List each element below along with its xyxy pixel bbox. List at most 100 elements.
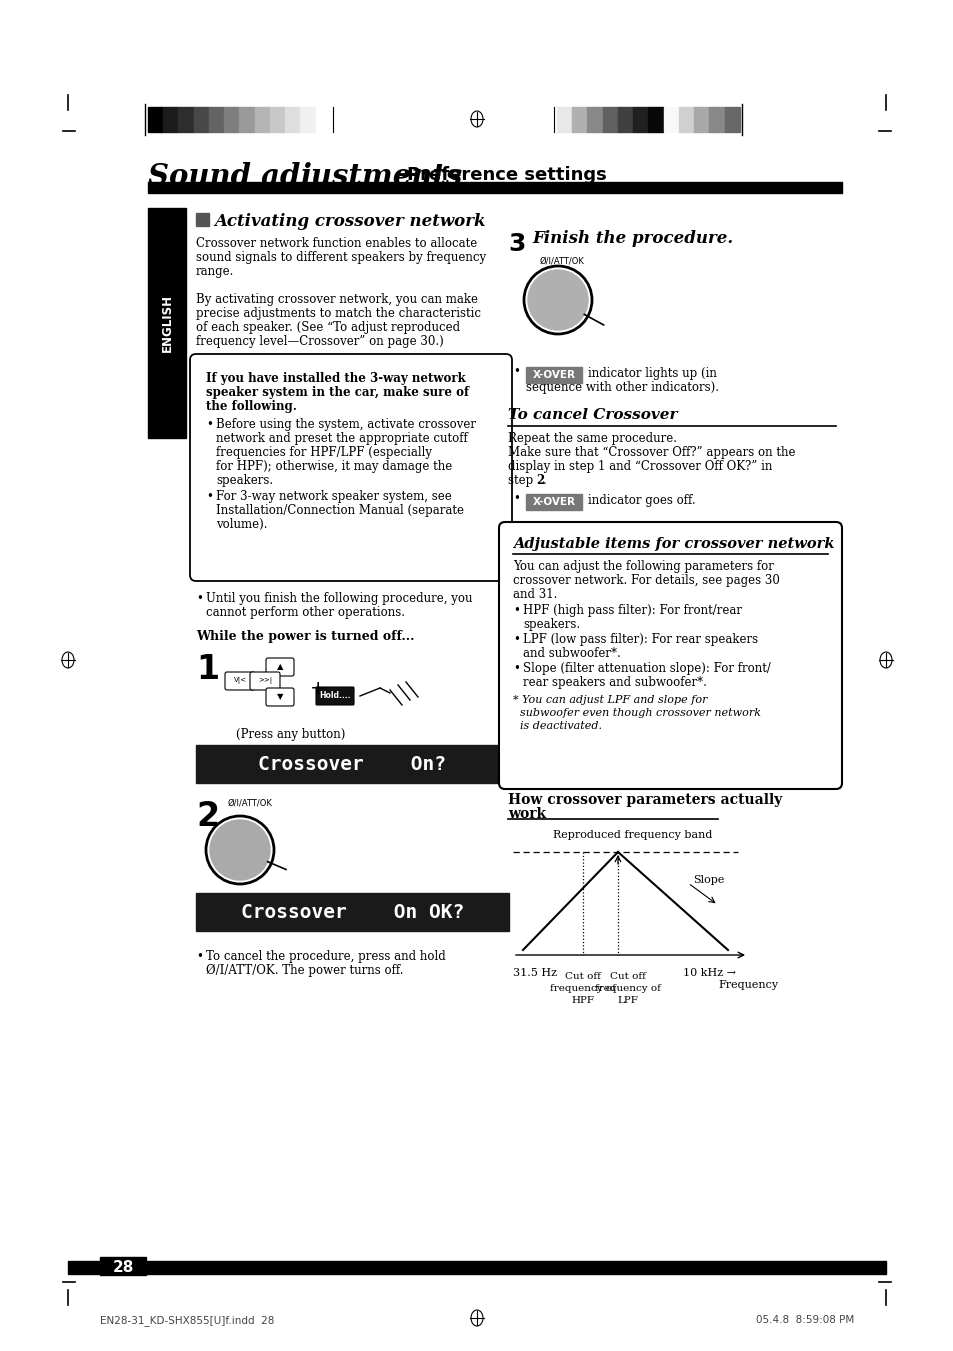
Text: Slope (filter attenuation slope): For front/: Slope (filter attenuation slope): For fr… [522,662,770,676]
Text: You can adjust the following parameters for: You can adjust the following parameters … [513,561,773,573]
Text: the following.: the following. [206,400,296,413]
Point [501,417,513,434]
FancyBboxPatch shape [250,671,280,690]
Bar [663,107,679,132]
Text: range.: range. [195,265,234,278]
FancyBboxPatch shape [498,521,841,789]
Circle shape [527,270,587,330]
Text: Ø/I/ATT/OK: Ø/I/ATT/OK [228,798,273,807]
Text: frequency level—Crossover” on page 30.): frequency level—Crossover” on page 30.) [195,335,443,349]
Text: and 31.: and 31. [513,588,557,601]
Text: X-OVER: X-OVER [532,370,575,380]
Text: indicator lights up (in: indicator lights up (in [587,367,716,380]
FancyBboxPatch shape [266,658,294,676]
Text: volume).: volume). [215,517,267,531]
Bar [709,107,724,132]
Text: 3: 3 [507,232,525,255]
Bar [148,208,186,438]
Text: •: • [513,492,519,505]
Text: Preference settings: Preference settings [407,166,606,184]
Bar [178,107,193,132]
Point [501,811,513,827]
Text: sound signals to different speakers by frequency: sound signals to different speakers by f… [195,251,486,263]
Text: •: • [206,417,213,431]
Text: work: work [507,807,545,821]
Text: •: • [206,490,213,503]
Bar [224,107,239,132]
Text: Cut off: Cut off [564,971,600,981]
Text: * You can adjust LPF and slope for: * You can adjust LPF and slope for [513,694,707,705]
Text: Repeat the same procedure.: Repeat the same procedure. [507,432,677,444]
Text: speakers.: speakers. [215,474,273,486]
Bar [557,107,572,132]
Text: Crossover network function enables to allocate: Crossover network function enables to al… [195,236,476,250]
Bar [195,744,509,784]
Bar [148,107,163,132]
Text: 05.4.8  8:59:08 PM: 05.4.8 8:59:08 PM [755,1315,853,1325]
Point [821,546,833,562]
Text: V|<: V|< [233,677,246,685]
Text: By activating crossover network, you can make: By activating crossover network, you can… [195,293,477,305]
Text: •: • [513,604,519,617]
Bar [525,367,581,382]
Text: Finish the procedure.: Finish the procedure. [532,230,732,247]
Text: •: • [195,950,203,963]
Text: Cut off: Cut off [609,971,645,981]
Text: Ø/I/ATT/OK. The power turns off.: Ø/I/ATT/OK. The power turns off. [206,965,403,977]
Bar [315,107,331,132]
Bar [694,107,709,132]
Text: +: + [310,678,326,697]
Bar [148,182,841,193]
Text: EN28-31_KD-SHX855[U]f.indd  28: EN28-31_KD-SHX855[U]f.indd 28 [100,1315,274,1325]
Text: (Press any button): (Press any button) [235,728,345,740]
Text: •: • [513,662,519,676]
Text: for HPF); otherwise, it may damage the: for HPF); otherwise, it may damage the [215,459,452,473]
Text: Installation/Connection Manual (separate: Installation/Connection Manual (separate [215,504,463,517]
Bar [724,107,740,132]
Bar [270,107,285,132]
Bar [163,107,178,132]
Bar [300,107,315,132]
Text: Crossover    On OK?: Crossover On OK? [240,902,464,921]
Text: Make sure that “Crossover Off?” appears on the: Make sure that “Crossover Off?” appears … [507,446,795,459]
Bar [239,107,254,132]
Bar [193,107,209,132]
Bar [648,107,663,132]
Bar [587,107,602,132]
Point [829,417,841,434]
Bar [285,107,300,132]
Text: Before using the system, activate crossover: Before using the system, activate crosso… [215,417,476,431]
FancyBboxPatch shape [190,354,512,581]
Text: speakers.: speakers. [522,617,579,631]
Text: speaker system in the car, make sure of: speaker system in the car, make sure of [206,386,469,399]
Text: LPF: LPF [617,996,638,1005]
Text: display in step 1 and “Crossover Off OK?” in: display in step 1 and “Crossover Off OK?… [507,459,772,473]
Text: If you have installed the 3-way network: If you have installed the 3-way network [206,372,465,385]
Text: .: . [542,474,546,486]
Bar [618,107,633,132]
Text: X-OVER: X-OVER [532,497,575,507]
Text: frequency of: frequency of [550,984,616,993]
Text: For 3-way network speaker system, see: For 3-way network speaker system, see [215,490,452,503]
Text: Hold....: Hold.... [319,692,351,701]
Text: Adjustable items for crossover network: Adjustable items for crossover network [513,536,834,551]
Bar [195,213,209,226]
Point [712,811,723,827]
Text: LPF (low pass filter): For rear speakers: LPF (low pass filter): For rear speakers [522,634,758,646]
Text: network and preset the appropriate cutoff: network and preset the appropriate cutof… [215,432,467,444]
Bar [525,494,581,509]
Text: To cancel Crossover: To cancel Crossover [507,408,677,422]
Text: and subwoofer*.: and subwoofer*. [522,647,620,661]
Bar [100,1256,146,1275]
Text: Crossover    On?: Crossover On? [258,754,446,774]
Text: rear speakers and subwoofer*.: rear speakers and subwoofer*. [522,676,706,689]
Bar [679,107,694,132]
Circle shape [210,820,270,880]
Text: Until you finish the following procedure, you: Until you finish the following procedure… [206,592,472,605]
Bar [602,107,618,132]
Text: 2: 2 [536,474,543,486]
Text: frequency of: frequency of [595,984,660,993]
Text: sequence with other indicators).: sequence with other indicators). [525,381,719,394]
Bar [633,107,648,132]
Text: •: • [513,634,519,646]
